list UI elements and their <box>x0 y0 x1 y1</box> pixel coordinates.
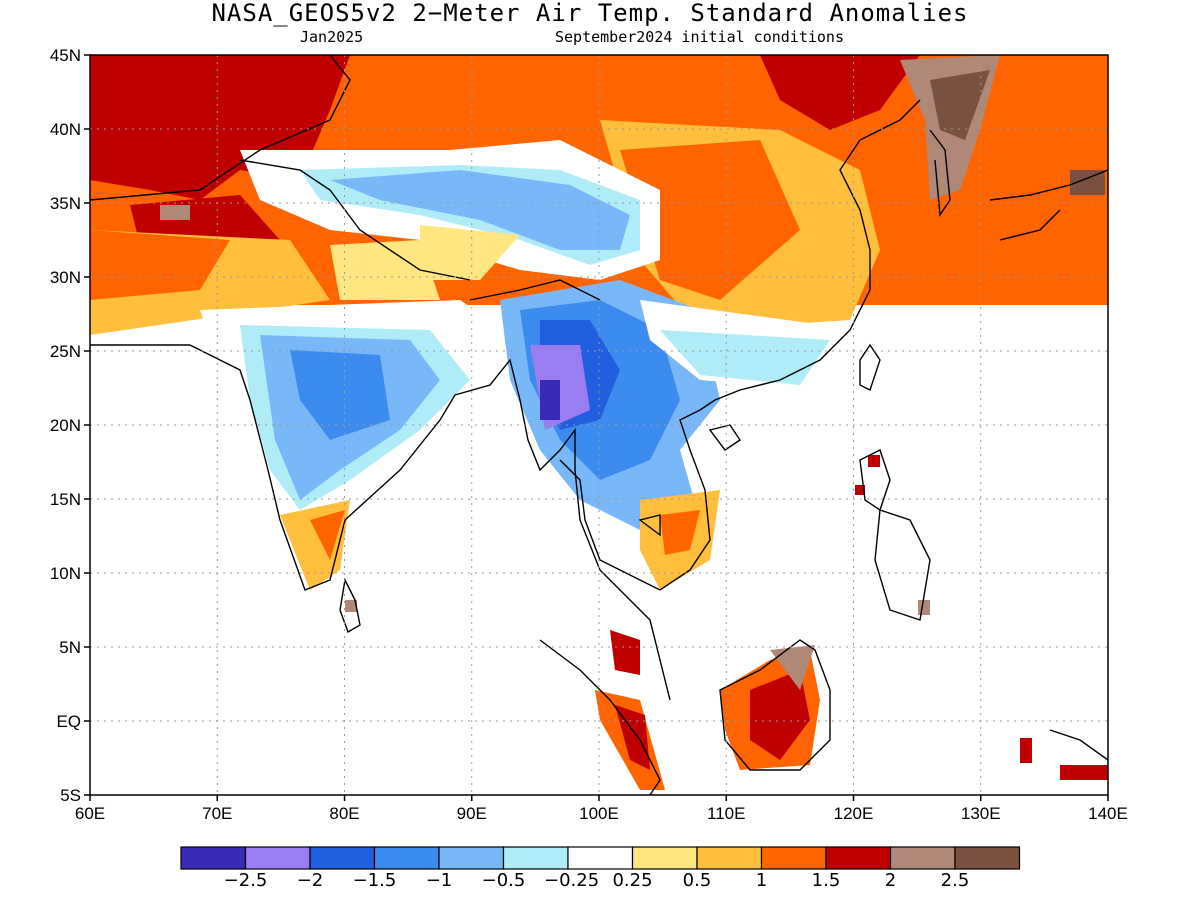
colorbar-swatch <box>244 846 311 870</box>
tick-labels: 60E 70E 80E 90E 100E 110E 120E 130E 140E 5S EQ 5N 10… <box>50 46 1128 823</box>
colorbar-label: 0.25 <box>612 870 653 891</box>
y-tick-label: 20N <box>50 416 81 435</box>
y-tick-label: 25N <box>50 342 81 361</box>
anomaly-field <box>90 55 1108 795</box>
x-tick-label: 60E <box>75 804 105 823</box>
x-tick-label: 80E <box>329 804 359 823</box>
colorbar <box>180 846 1021 870</box>
colorbar-label: 2 <box>884 870 897 891</box>
y-tick-label: 30N <box>50 268 81 287</box>
colorbar-swatch <box>825 846 892 870</box>
colorbar-label: 1.5 <box>811 870 841 891</box>
x-tick-label: 90E <box>457 804 487 823</box>
colorbar-swatch <box>373 846 440 870</box>
colorbar-label: 2.5 <box>940 870 970 891</box>
y-tick-label: 15N <box>50 490 81 509</box>
y-tick-label: 35N <box>50 194 81 213</box>
x-tick-label: 140E <box>1088 804 1128 823</box>
lat-lon-grid <box>90 55 1108 795</box>
colorbar-label: −0.25 <box>544 870 600 891</box>
colorbar-label: −0.5 <box>481 870 526 891</box>
colorbar-label: −1 <box>425 870 453 891</box>
tick-marks <box>84 54 1109 801</box>
colorbar-label: −2 <box>296 870 324 891</box>
forecast-month: Jan2025 <box>300 28 364 46</box>
x-tick-label: 130E <box>961 804 1001 823</box>
colorbar-swatch <box>631 846 698 870</box>
colorbar-swatch <box>696 846 763 870</box>
y-tick-label: 5S <box>60 786 81 805</box>
y-tick-label: 5N <box>59 638 81 657</box>
colorbar-swatch <box>760 846 827 870</box>
x-tick-label: 100E <box>579 804 619 823</box>
y-tick-label: 10N <box>50 564 81 583</box>
x-tick-label: 120E <box>834 804 874 823</box>
x-tick-label: 110E <box>707 804 745 823</box>
colorbar-label: 1 <box>755 870 768 891</box>
coastlines <box>90 55 1108 795</box>
y-tick-label: 45N <box>50 46 81 65</box>
colorbar-label: 0.5 <box>682 870 712 891</box>
initial-conditions: September2024 initial conditions <box>555 28 844 46</box>
y-tick-label: EQ <box>56 712 81 731</box>
colorbar-swatch <box>567 846 634 870</box>
colorbar-swatch <box>180 846 247 870</box>
colorbar-swatch <box>438 846 505 870</box>
colorbar-swatch <box>889 846 956 870</box>
colorbar-label: −1.5 <box>352 870 397 891</box>
colorbar-swatch <box>309 846 376 870</box>
y-tick-label: 40N <box>50 120 81 139</box>
map-title: NASA_GEOS5v2 2−Meter Air Temp. Standard … <box>211 0 969 27</box>
x-tick-label: 70E <box>202 804 232 823</box>
colorbar-label: −2.5 <box>223 870 268 891</box>
colorbar-swatch <box>954 846 1021 870</box>
colorbar-swatch <box>502 846 569 870</box>
